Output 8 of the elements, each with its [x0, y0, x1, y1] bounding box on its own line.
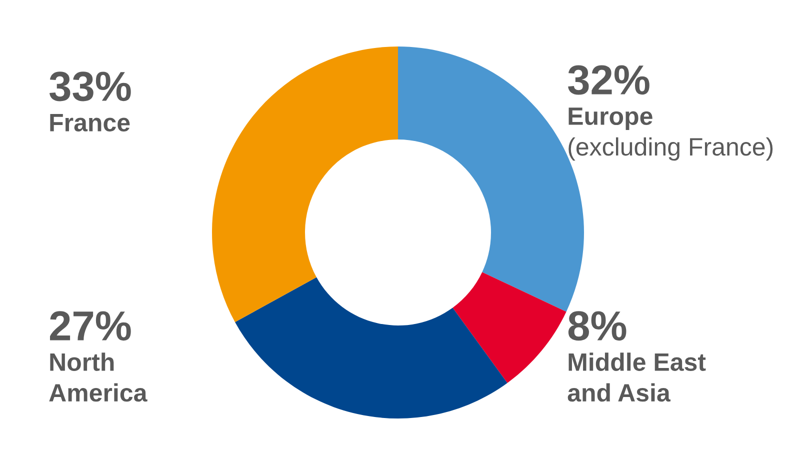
data-label: 27% [50, 311, 131, 341]
slice-label: Middle East and Asia [568, 352, 706, 402]
slice-label: Europe (excluding France) [568, 108, 773, 161]
slice-label: North America [49, 352, 148, 402]
slice-label: France [50, 114, 130, 132]
data-label: 33% [50, 72, 131, 102]
data-label: 8% [568, 311, 626, 341]
data-label: 32% [568, 65, 650, 95]
